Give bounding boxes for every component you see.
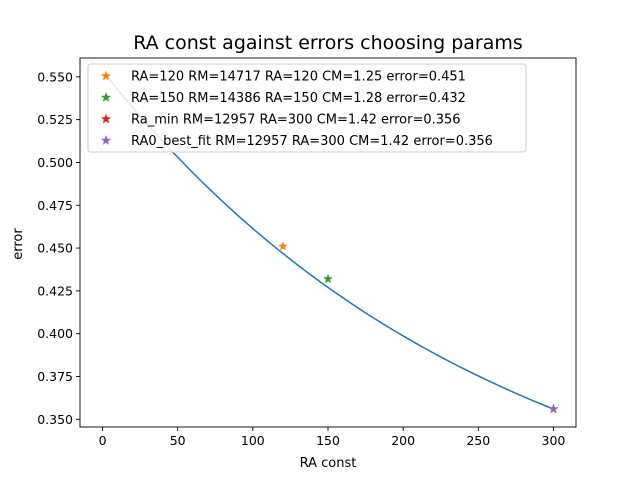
- x-tick-label: 300: [542, 433, 566, 448]
- legend-marker-3: [100, 113, 112, 124]
- chart-title: RA const against errors choosing params: [133, 32, 523, 54]
- legend-label-4: RA0_best_fit RM=12957 RA=300 CM=1.42 err…: [131, 134, 493, 149]
- x-tick-label: 100: [241, 433, 265, 448]
- plot-area: 0 50 100 150 200 250 300 0.350 0.375 0.400 0.425 0.…: [37, 57, 577, 448]
- legend-marker-2: [100, 92, 112, 102]
- point-1: [278, 241, 288, 251]
- y-tick-label: 0.375: [37, 369, 73, 384]
- legend-label-2: RA=150 RM=14386 RA=150 CM=1.28 error=0.4…: [131, 91, 466, 106]
- y-tick-label: 0.525: [37, 112, 73, 127]
- y-tick-label: 0.425: [37, 283, 73, 298]
- y-tick-label: 0.350: [37, 412, 73, 427]
- y-tick-label: 0.475: [37, 198, 73, 213]
- legend-box: [87, 63, 527, 153]
- legend-marker-1: [100, 70, 112, 81]
- x-tick-label: 50: [170, 433, 186, 448]
- x-tick-label: 200: [391, 433, 415, 448]
- y-tick-label: 0.400: [37, 326, 73, 341]
- legend-label-1: RA=120 RM=14717 RA=120 CM=1.25 error=0.4…: [131, 70, 466, 85]
- point-4: [548, 403, 559, 414]
- x-tick-label: 250: [466, 433, 490, 448]
- y-axis-label: error: [11, 228, 26, 260]
- y-tick-label: 0.500: [37, 155, 73, 170]
- point-2: [323, 273, 333, 284]
- y-tick-label: 0.550: [37, 69, 73, 84]
- legend-label-3: Ra_min RM=12957 RA=300 CM=1.42 error=0.3…: [131, 113, 461, 128]
- legend-marker-4: [100, 135, 112, 145]
- legend: RA=120 RM=14717 RA=120 CM=1.25 error=0.4…: [87, 63, 527, 153]
- series-line: [109, 79, 554, 410]
- x-tick-label: 150: [316, 433, 340, 448]
- x-axis-label: RA const: [300, 456, 357, 471]
- y-tick-label: 0.450: [37, 241, 73, 256]
- x-tick-label: 0: [99, 433, 107, 448]
